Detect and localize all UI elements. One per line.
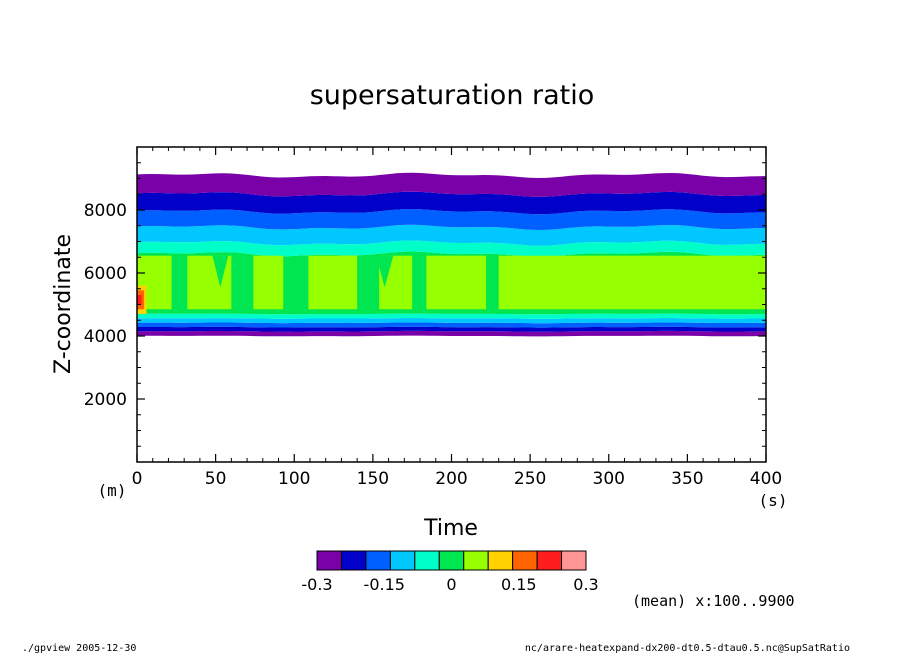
y-tick-label: 2000 (84, 390, 127, 410)
y-tick-label: 4000 (84, 327, 127, 347)
x-axis-title: Time (423, 516, 478, 541)
colorbar-cell (438, 550, 465, 571)
colorbar-cell (487, 550, 514, 571)
footer-left: ./gpview 2005-12-30 (22, 643, 136, 654)
contour-region (498, 255, 766, 310)
contour-region (308, 255, 358, 310)
colorbar-cell (414, 550, 440, 571)
colorbar-cell (561, 550, 587, 571)
contour-band (137, 209, 766, 230)
y-tick-label: 8000 (84, 201, 127, 221)
contour-band (137, 240, 766, 257)
colorbar-cell (512, 550, 538, 571)
contour-band (137, 172, 766, 197)
contour-band (137, 326, 766, 332)
x-tick-label: 400 (750, 469, 782, 489)
x-tick-label: 250 (514, 469, 546, 489)
x-tick-label: 350 (671, 469, 703, 489)
plot-area (137, 172, 766, 337)
colorbar-tick-label: -0.3 (301, 575, 332, 594)
x-tick-label: 100 (278, 469, 310, 489)
x-tick-label: 200 (435, 469, 467, 489)
colorbar-tick-label: 0 (446, 575, 456, 594)
chart-title: supersaturation ratio (310, 80, 595, 111)
contour-band (137, 330, 766, 337)
colorbar-tick-label: 0.15 (501, 575, 537, 594)
x-tick-label: 50 (205, 469, 227, 489)
contour-region (426, 255, 487, 310)
colorbar-cell (365, 550, 391, 571)
contour-band (137, 322, 766, 328)
colorbar-tick-label: 0.3 (573, 575, 598, 594)
colorbar (316, 550, 587, 571)
colorbar-cell (536, 550, 563, 571)
contour-band (137, 224, 766, 246)
colorbar-tick-label: -0.15 (364, 575, 405, 594)
y-unit-label: (m) (98, 481, 127, 500)
colorbar-cell (463, 550, 489, 571)
mean-annotation: (mean) x:100..9900 (632, 592, 795, 610)
contour-notch (212, 255, 229, 288)
footer-right: nc/arare-heatexpand-dx200-dt0.5-dtau0.5.… (525, 643, 850, 654)
contour-hot-spot (137, 295, 142, 305)
x-axis-ticks: 0 50 100 150 200 250 300 350 400 (132, 147, 782, 489)
colorbar-ticks: -0.3 -0.15 0 0.15 0.3 (301, 575, 598, 594)
contour-band (137, 318, 766, 324)
contour-band (137, 191, 766, 215)
colorbar-cell (389, 550, 416, 571)
contour-band (137, 313, 766, 319)
y-axis-title: Z-coordinate (51, 234, 76, 374)
colorbar-cell (340, 550, 367, 571)
x-tick-label: 0 (132, 469, 143, 489)
y-tick-label: 6000 (84, 264, 127, 284)
x-tick-label: 150 (357, 469, 389, 489)
contour-notch (376, 255, 394, 288)
y-axis-ticks: 2000 4000 6000 8000 (84, 162, 766, 447)
x-unit-label: (s) (759, 491, 788, 510)
x-tick-label: 300 (593, 469, 625, 489)
contour-region (253, 255, 284, 310)
colorbar-cell (316, 550, 342, 571)
